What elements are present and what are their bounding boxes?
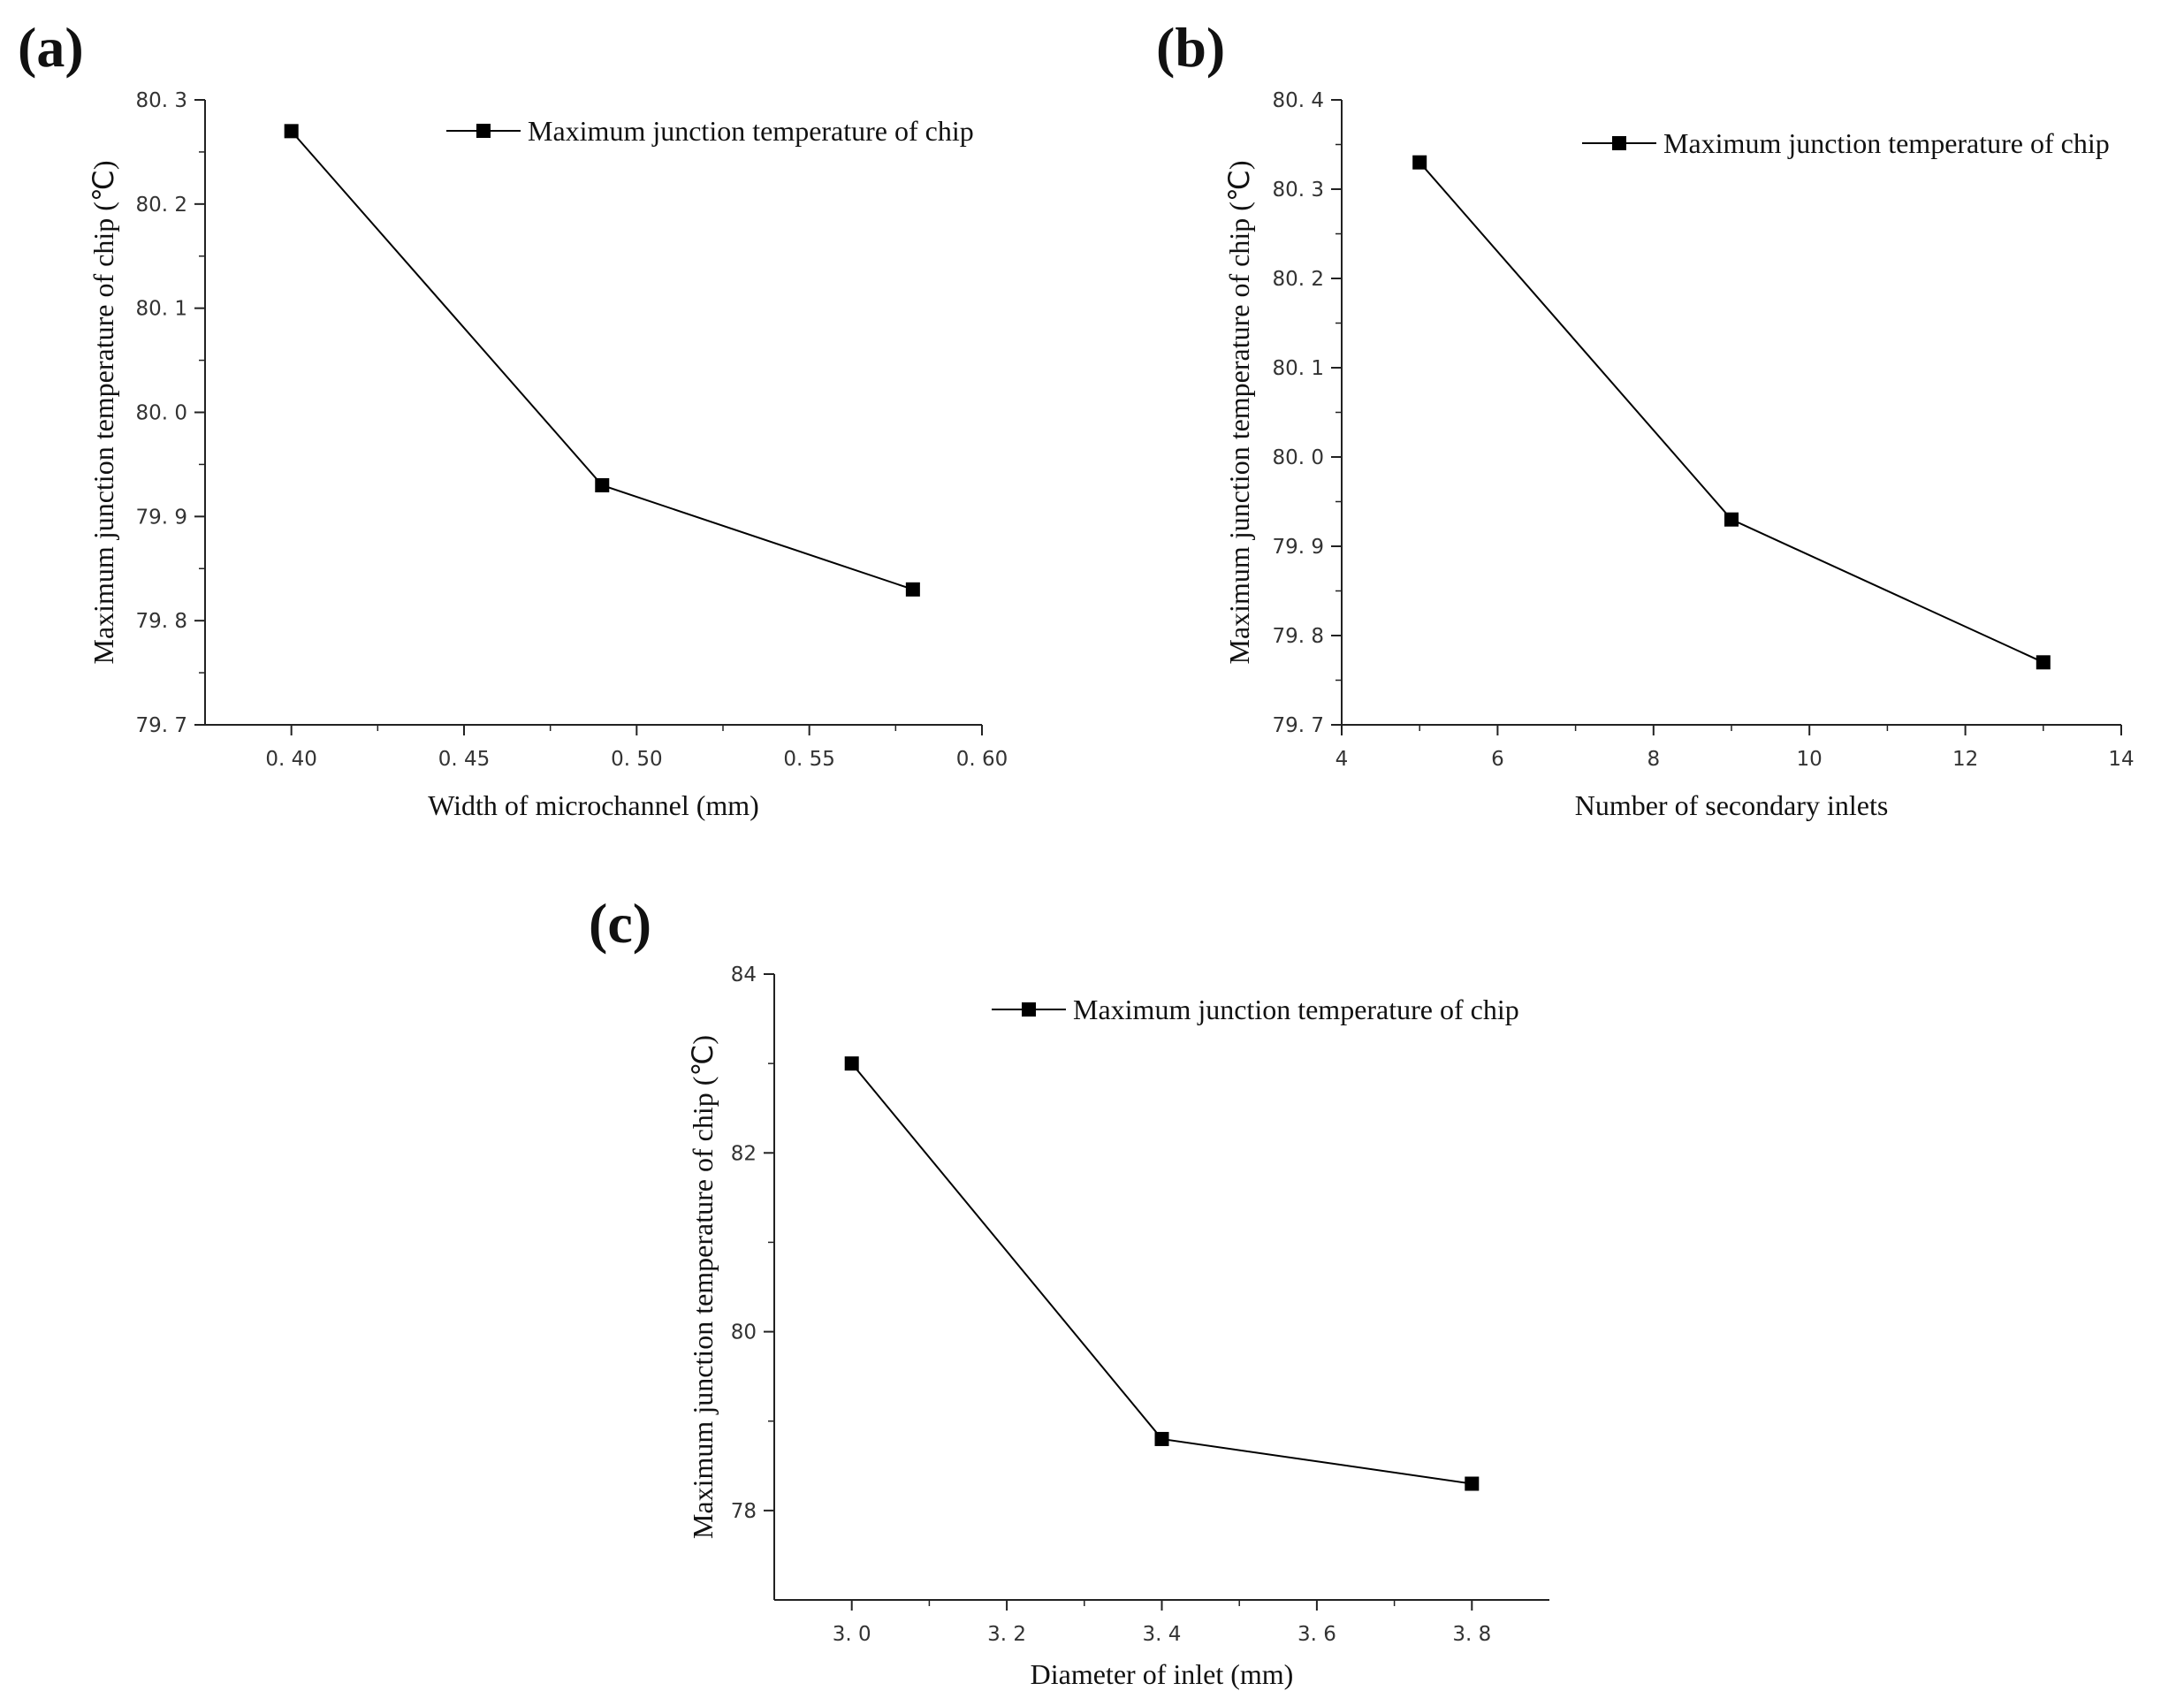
x-tick-label: 3. 6: [1297, 1623, 1336, 1646]
chart-panel-c: (c) 78 80 82 84 3. 0 3. 2 3. 4 3. 6 3. 8 Diameter …: [589, 892, 1549, 1690]
x-axis-title: Width of microchannel (mm): [428, 789, 759, 821]
data-point-marker: [595, 477, 610, 492]
legend-marker: [1022, 1002, 1036, 1017]
data-point-marker: [1412, 155, 1427, 170]
chart-panel-a: (a) 79. 7 79. 8 79. 9 80. 0 80. 1 80. 2 80. 3 0.…: [18, 16, 1008, 821]
data-point-marker: [2036, 655, 2051, 670]
legend-label: Maximum junction temperature of chip: [1663, 127, 2110, 159]
panel-label: (a): [18, 16, 84, 79]
y-tick-label: 79. 7: [135, 714, 187, 737]
y-tick-label: 79. 8: [135, 610, 187, 633]
series-line: [850, 1062, 1472, 1485]
x-tick-label: 0. 40: [265, 748, 317, 771]
panel-label: (c): [589, 892, 651, 955]
x-tick-label: 0. 50: [611, 748, 663, 771]
legend-marker: [1612, 136, 1626, 150]
x-tick-label: 0. 60: [956, 748, 1008, 771]
y-tick-label: 79. 9: [135, 506, 187, 529]
y-tick-label: 80. 3: [135, 89, 187, 112]
y-tick-label: 80. 1: [1272, 357, 1324, 380]
series-line: [1419, 162, 2044, 664]
legend-marker: [476, 124, 491, 138]
panel-label: (b): [1156, 16, 1225, 79]
data-point-marker: [1154, 1431, 1169, 1446]
y-axis-title: Maximum junction temperature of chip (℃): [687, 1035, 719, 1539]
x-tick-label: 14: [2108, 748, 2134, 771]
data-point-marker: [844, 1056, 859, 1071]
x-tick-label: 3. 4: [1143, 1623, 1182, 1646]
chart-panel-b: (b) 79. 7 79. 8 79. 9 80. 0 80. 1 80. 2 80. 3 80…: [1156, 16, 2135, 821]
x-tick-label: 12: [1952, 748, 1978, 771]
y-tick-label: 80. 0: [1272, 446, 1324, 469]
series-line: [290, 130, 914, 590]
y-tick-label: 78: [731, 1500, 757, 1523]
x-tick-label: 8: [1647, 748, 1660, 771]
data-point-marker: [905, 582, 920, 597]
y-tick-label: 80. 3: [1272, 179, 1324, 202]
x-tick-label: 10: [1797, 748, 1823, 771]
x-tick-label: 3. 8: [1452, 1623, 1491, 1646]
data-point-marker: [284, 124, 299, 139]
y-axis-title: Maximum junction temperature of chip (℃): [88, 161, 119, 665]
y-tick-label: 80. 1: [135, 298, 187, 321]
x-tick-label: 3. 2: [987, 1623, 1026, 1646]
x-tick-label: 0. 45: [438, 748, 491, 771]
y-tick-label: 84: [731, 963, 757, 986]
y-tick-label: 79. 8: [1272, 625, 1324, 648]
y-tick-label: 79. 9: [1272, 536, 1324, 559]
x-tick-label: 0. 55: [783, 748, 835, 771]
y-tick-label: 80: [731, 1321, 757, 1344]
y-tick-label: 80. 0: [135, 402, 187, 425]
data-point-marker: [1724, 512, 1739, 527]
y-tick-label: 80. 2: [135, 194, 187, 217]
x-tick-label: 6: [1491, 748, 1504, 771]
x-tick-label: 3. 0: [833, 1623, 871, 1646]
y-axis-title: Maximum junction temperature of chip (℃): [1223, 161, 1255, 665]
data-point-marker: [1465, 1476, 1480, 1491]
y-tick-label: 79. 7: [1272, 714, 1324, 737]
legend-label: Maximum junction temperature of chip: [1073, 994, 1519, 1025]
y-tick-label: 80. 2: [1272, 268, 1324, 291]
y-tick-label: 82: [731, 1142, 757, 1165]
x-tick-label: 4: [1336, 748, 1349, 771]
legend-label: Maximum junction temperature of chip: [528, 115, 974, 147]
y-tick-label: 80. 4: [1272, 89, 1324, 112]
x-axis-title: Number of secondary inlets: [1575, 789, 1889, 821]
x-axis-title: Diameter of inlet (mm): [1031, 1658, 1294, 1690]
